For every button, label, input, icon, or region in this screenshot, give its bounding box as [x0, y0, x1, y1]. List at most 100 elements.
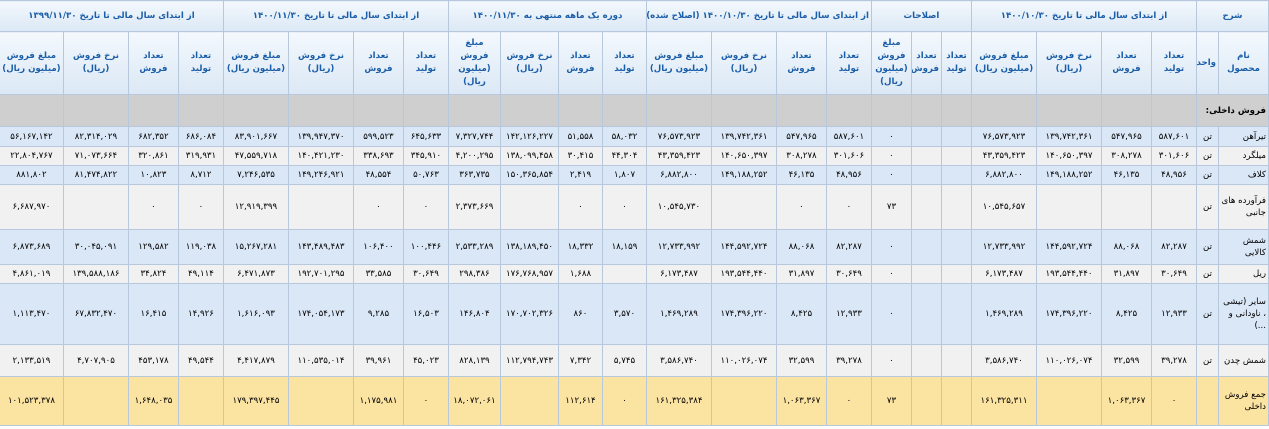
cell: ۳۰,۶۴۹ [1151, 264, 1197, 284]
cell: ۱,۶۸۸ [557, 264, 603, 284]
column-header: مبلغ فروش (میلیون ریال) [447, 31, 501, 95]
cell: ۶۷,۸۳۲,۴۷۰ [62, 283, 129, 345]
cell: ۷۳ [870, 376, 912, 426]
cell: ۱۲,۹۳۳ [1151, 283, 1197, 345]
cell: ۵۶,۱۶۷,۱۴۲ [0, 126, 64, 147]
cell: ۱۸,۳۳۲ [557, 229, 603, 265]
cell: ۸۸,۰۶۸ [1101, 229, 1152, 265]
cell: ۴۴,۳۰۴ [601, 146, 647, 166]
cell: ۴,۷۰۷,۹۰۵ [62, 344, 129, 377]
cell: ۴۸,۵۵۴ [352, 165, 404, 185]
column-header: تعداد فروش [127, 31, 179, 95]
column-header: تعداد فروش [557, 31, 603, 95]
cell: ۳۳,۵۸۵ [352, 264, 404, 284]
cell: ۱,۶۴۸,۰۳۵ [127, 376, 179, 426]
cell: ۱۸,۰۷۲,۰۶۱ [447, 376, 501, 426]
cell: ۲,۴۱۹ [557, 165, 603, 185]
cell [177, 376, 224, 426]
cell [127, 94, 179, 127]
cell: ۱۵۰,۳۶۵,۸۵۴ [499, 165, 559, 185]
cell: ۰ [402, 376, 449, 426]
cell: ۱۷۰,۷۰۲,۳۲۶ [499, 283, 559, 345]
cell [1036, 184, 1102, 230]
column-header: تعداد فروش [1101, 31, 1152, 95]
cell: ۷۱,۰۷۳,۶۶۴ [62, 146, 129, 166]
unit: تن [1196, 184, 1219, 230]
cell: ۰ [127, 184, 179, 230]
cell: ۱۳۸,۱۸۹,۴۵۰ [499, 229, 559, 265]
table-row: شمش چدن تن ۳۹,۲۷۸ ۳۲,۵۹۹ ۱۱۰,۰۲۶,۰۷۴ ۳,۵۸۶,۷۴… [0, 344, 1269, 377]
cell: ۳۲,۵۹۹ [1101, 344, 1152, 377]
cell: ۸۶۰ [557, 283, 603, 345]
cell: ۰ [870, 165, 912, 185]
cell: ۷,۲۴۶,۵۳۵ [222, 165, 289, 185]
cell: ۷,۳۲۷,۷۴۴ [447, 126, 501, 147]
cell: ۱۱۲,۶۱۴ [557, 376, 603, 426]
cell: ۳۰۱,۶۰۶ [825, 146, 872, 166]
group-header: دوره یک ماهه منتهی به ۱۴۰۰/۱۱/۳۰ [447, 0, 647, 32]
column-header: تعداد تولید [601, 31, 647, 95]
cell [352, 94, 404, 127]
cell: ۱۷۴,۳۹۶,۲۲۰ [1036, 283, 1102, 345]
cell: ۴۹,۵۴۴ [177, 344, 224, 377]
table-row: فرآورده های جانبی تن ۱۰,۵۴۵,۶۵۷ ۷۳ ۰ ۰ ۱۰,۵۴۵,… [0, 184, 1269, 230]
cell: ۴,۸۶۱,۰۱۹ [0, 264, 64, 284]
cell [910, 184, 942, 230]
cell: ۱۹۳,۵۴۴,۴۴۰ [1036, 264, 1102, 284]
unit: تن [1196, 165, 1219, 185]
cell: ۱۲,۷۳۳,۹۹۲ [970, 229, 1038, 265]
cell: ۶,۱۷۳,۴۸۷ [970, 264, 1038, 284]
cell [287, 94, 354, 127]
cell: ۰ [775, 184, 827, 230]
cell: ۱,۱۷۵,۹۸۱ [352, 376, 404, 426]
section-label: فروش داخلی: [1196, 94, 1269, 127]
cell [645, 94, 712, 127]
cell: ۴۸,۹۵۶ [825, 165, 872, 185]
column-header: مبلغ فروش (میلیون ریال) [870, 31, 912, 95]
column-header: نرخ فروش (ریال) [287, 31, 354, 95]
column-header: تعداد تولید [177, 31, 224, 95]
cell: ۳۴۵,۹۱۰ [402, 146, 449, 166]
cell: ۵۸,۰۳۲ [601, 126, 647, 147]
cell: ۸۳,۹۰۱,۶۶۷ [222, 126, 289, 147]
cell [222, 94, 289, 127]
cell: ۳,۵۷۰ [601, 283, 647, 345]
cell: ۸۲۸,۱۳۹ [447, 344, 501, 377]
cell: ۳۱,۸۹۷ [775, 264, 827, 284]
cell: ۴۳,۳۵۹,۴۲۳ [645, 146, 712, 166]
cell: ۴۸,۹۵۶ [1151, 165, 1197, 185]
column-header: نرخ فروش (ریال) [499, 31, 559, 95]
table-row: کلاف تن ۴۸,۹۵۶ ۴۶,۱۳۵ ۱۴۹,۱۸۸,۲۵۲ ۶,۸۸۲,۸۰۰ ۰ ۴… [0, 165, 1269, 185]
cell [1036, 376, 1102, 426]
group-header: از ابتدای سال مالی تا تاریخ ۱۴۰۰/۱۱/۳۰ [222, 0, 449, 32]
cell [287, 184, 354, 230]
cell [710, 94, 777, 127]
cell: ۳۱۹,۹۳۱ [177, 146, 224, 166]
cell: ۳۲,۵۹۹ [775, 344, 827, 377]
unit: تن [1196, 229, 1219, 265]
cell: ۲,۵۳۳,۲۸۹ [447, 229, 501, 265]
column-header: تعداد فروش [775, 31, 827, 95]
cell [447, 94, 501, 127]
cell: ۳۹,۲۷۸ [1151, 344, 1197, 377]
cell [1101, 184, 1152, 230]
cell [910, 264, 942, 284]
group-header: از ابتدای سال مالی تا تاریخ ۱۴۰۰/۱۰/۳۰ (… [645, 0, 872, 32]
cell [710, 376, 777, 426]
cell [825, 94, 872, 127]
cell: ۶۸۶,۰۸۴ [177, 126, 224, 147]
cell: ۱۰۱,۵۲۳,۳۷۸ [0, 376, 64, 426]
cell [870, 94, 912, 127]
section-row: فروش داخلی: [0, 94, 1269, 127]
cell: ۱۷۴,۰۵۴,۱۷۳ [287, 283, 354, 345]
cell: ۱۷۶,۷۶۸,۹۵۷ [499, 264, 559, 284]
cell: ۳۰۸,۲۷۸ [775, 146, 827, 166]
cell: ۱۲,۹۱۹,۳۹۹ [222, 184, 289, 230]
cell: ۱۳۹,۹۴۷,۳۷۰ [287, 126, 354, 147]
cell: ۱۶۱,۳۲۵,۳۱۱ [970, 376, 1038, 426]
cell: ۸۲,۳۱۴,۰۲۹ [62, 126, 129, 147]
cell: ۱۱۹,۰۳۸ [177, 229, 224, 265]
cell [0, 94, 64, 127]
cell: ۱۴۹,۱۸۸,۲۵۲ [710, 165, 777, 185]
